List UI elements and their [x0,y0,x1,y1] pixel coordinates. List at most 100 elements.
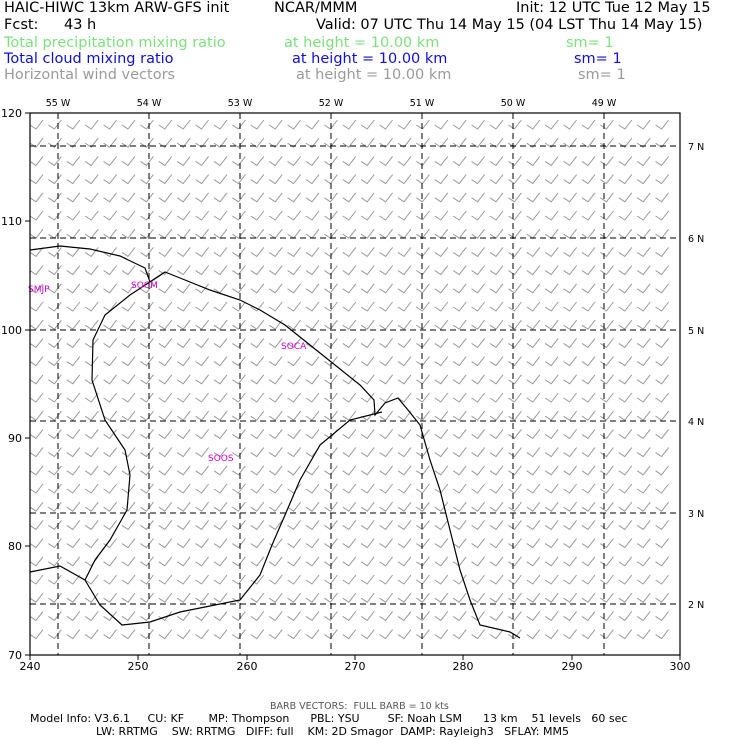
valid-time: Valid: 07 UTC Thu 14 May 15 (04 LST Thu … [316,17,703,33]
wind-barb [121,501,136,512]
wind-barb [489,228,504,239]
wind-barb [250,501,265,512]
wind-barb [140,319,154,330]
wind-barb [655,392,669,403]
wind-barb [232,210,246,221]
wind-barb [305,210,320,221]
wind-barb [213,629,228,640]
wind-barb [508,156,522,167]
wind-barb [324,356,338,367]
wind-barb [158,465,173,476]
wind-barb [103,392,117,403]
wind-barb [452,156,467,167]
barb-note: BARB VECTORS: FULL BARB = 10 kts [270,701,449,712]
wind-barb [581,283,596,294]
wind-barb [176,356,191,367]
wind-barb [287,447,301,458]
wind-barb [250,265,265,276]
wind-barb [66,392,81,403]
wind-barb [268,392,283,403]
wind-barb [29,538,44,549]
wind-barb [305,592,320,603]
model-info-line1: Model Info: V3.6.1 CU: KF MP: Thompson P… [30,712,628,725]
wind-barb [563,265,577,276]
wind-barb [268,465,283,476]
wind-barb [618,592,633,603]
wind-barb [48,611,62,622]
wind-barb [176,465,191,476]
wind-barb [489,301,504,312]
wind-barb [434,119,449,130]
station-soos: SOOS [208,454,234,464]
wind-barb [360,374,375,385]
wind-barb [140,119,154,130]
wind-barb [655,174,669,185]
wind-barb [600,629,614,640]
wind-barb [397,137,412,148]
wind-barb [176,228,191,239]
wind-barb [140,356,154,367]
wind-barb [305,538,320,549]
wind-barb [360,520,375,531]
wind-barb [48,156,62,167]
wind-barb [526,119,541,130]
wind-barb [84,356,99,367]
wind-barb [324,592,338,603]
wind-barb [397,356,412,367]
wind-barb [232,174,246,185]
wind-barb [655,410,669,421]
wind-barb [581,465,596,476]
wind-barb [397,283,412,294]
wind-barb [544,301,559,312]
wind-barb [452,392,467,403]
wind-barb [544,137,559,148]
wind-barb [618,410,633,421]
wind-barb [232,629,246,640]
wind-barb [29,174,44,185]
wind-barb [471,174,485,185]
wind-barb [618,174,633,185]
wind-barb [250,174,265,185]
wind-barb [489,556,504,567]
wind-barb [526,338,541,349]
wind-barb [489,483,504,494]
wind-barb [508,501,522,512]
wind-barb [324,338,338,349]
wind-barb [397,538,412,549]
wind-barb [636,520,651,531]
wind-barb [213,192,228,203]
wind-barb [618,501,633,512]
wind-barb [360,356,375,367]
wind-barb [600,338,614,349]
wind-barb [434,156,449,167]
wind-barb [526,283,541,294]
wind-barb [416,629,430,640]
wind-barb [379,483,393,494]
wind-barb [158,338,173,349]
wind-barb [434,410,449,421]
wind-barb [471,374,485,385]
wind-barb [471,538,485,549]
wind-barb [397,210,412,221]
wind-barb [66,501,81,512]
wind-barb [305,283,320,294]
wind-barb [29,629,44,640]
wind-barb [526,156,541,167]
wind-barb [158,174,173,185]
wind-barb [360,283,375,294]
wind-barb [140,156,154,167]
field-wind-sm: sm= 1 [578,67,626,83]
lon-label: 52 W [319,98,344,109]
wind-barb [342,174,357,185]
wind-barb [581,392,596,403]
wind-barb [342,210,357,221]
wind-barb [268,137,283,148]
wind-barb [618,629,633,640]
wind-barb [452,374,467,385]
wind-barb [176,283,191,294]
wind-barb [287,410,301,421]
wind-barb [471,338,485,349]
wind-barb [636,210,651,221]
wind-barb [140,447,154,458]
wind-barb [324,319,338,330]
